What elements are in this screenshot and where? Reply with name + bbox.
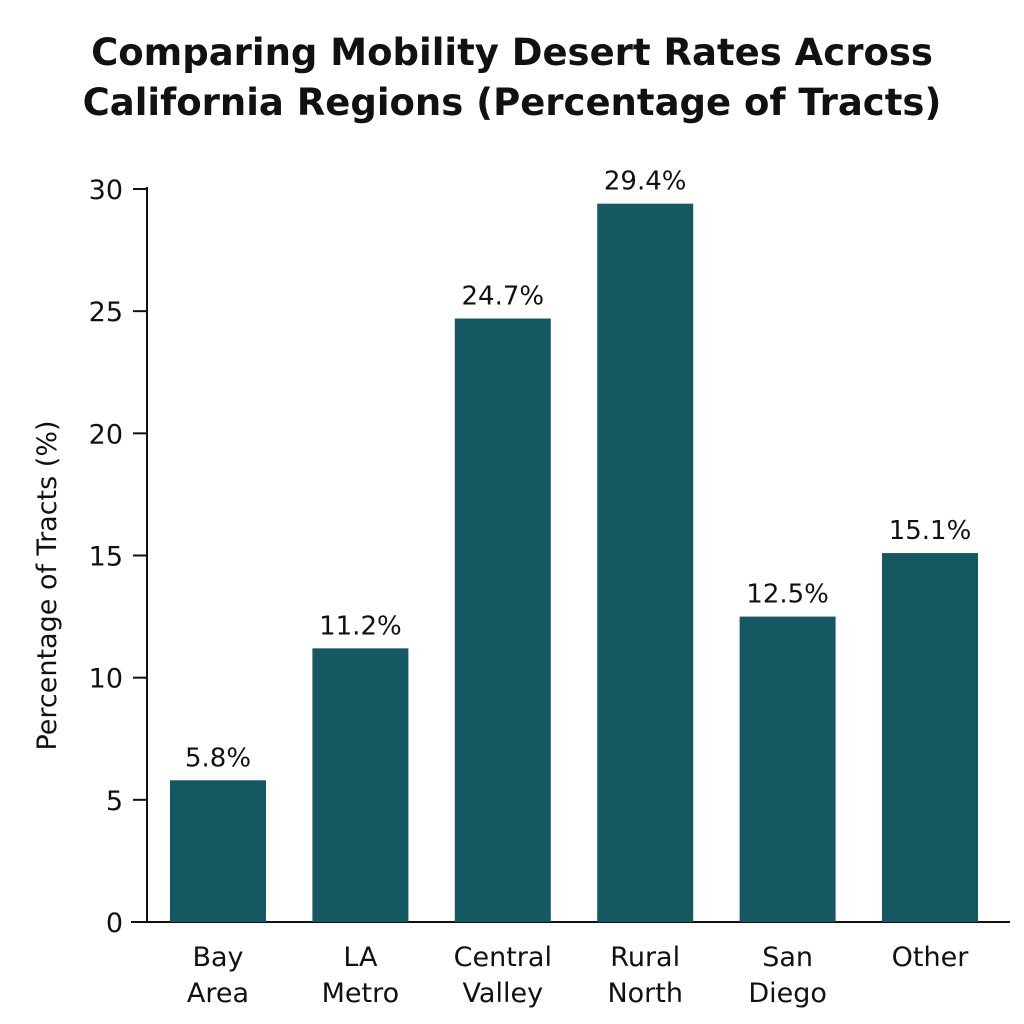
bar [312, 648, 409, 922]
bar [170, 780, 266, 922]
x-tick-label: Area [187, 978, 249, 1009]
bar [597, 203, 694, 922]
y-tick-label: 25 [89, 297, 123, 328]
y-axis-label: Percentage of Tracts (%) [32, 420, 63, 750]
data-label: 5.8% [185, 743, 251, 773]
bar [882, 553, 978, 922]
x-tick-label: Metro [322, 978, 400, 1009]
bar [454, 318, 551, 922]
y-tick-label: 20 [89, 419, 123, 450]
x-tick-label: Central [454, 942, 552, 973]
x-tick-label: Rural [610, 942, 680, 973]
x-tick-label: Diego [748, 978, 827, 1009]
y-tick-label: 10 [89, 664, 123, 695]
y-tick-label: 0 [106, 908, 123, 939]
x-tick-label: North [607, 978, 683, 1009]
data-label: 15.1% [889, 516, 972, 546]
y-tick-label: 30 [89, 175, 123, 206]
chart-title-line-2: California Regions (Percentage of Tracts… [82, 81, 942, 124]
data-label: 12.5% [746, 580, 829, 610]
y-tick-label: 15 [89, 542, 123, 573]
y-tick-label: 5 [106, 786, 123, 817]
chart-title-line-1: Comparing Mobility Desert Rates Across [91, 31, 933, 74]
x-tick-label: Bay [192, 942, 243, 973]
x-tick-label: Valley [463, 978, 544, 1009]
x-tick-label: San [762, 942, 813, 973]
data-label: 29.4% [604, 167, 687, 197]
chart-title: Comparing Mobility Desert Rates Across C… [0, 28, 1024, 128]
data-label: 24.7% [461, 281, 544, 311]
x-tick-label: LA [343, 942, 378, 973]
data-label: 11.2% [319, 611, 402, 641]
bar [739, 616, 836, 922]
x-tick-label: Other [892, 942, 970, 973]
